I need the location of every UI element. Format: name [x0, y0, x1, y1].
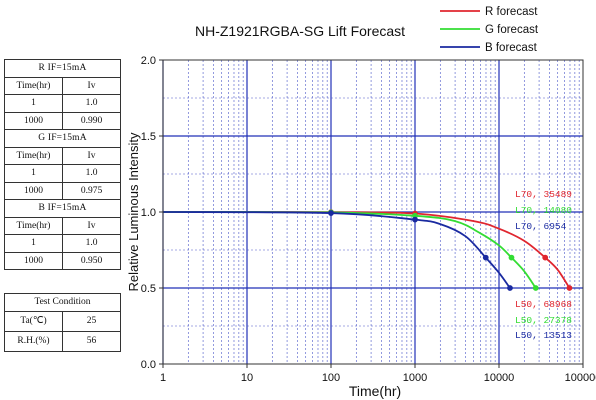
data-point	[566, 285, 573, 291]
table-cell: 1.0	[62, 94, 121, 113]
data-point	[532, 285, 539, 291]
g-data-table: G IF=15mA Time(hr) Iv 1 1.0 1000 0.975	[4, 129, 121, 200]
lifetime-annotation: L50, 27378	[515, 315, 572, 326]
data-point	[328, 210, 334, 216]
lifetime-annotation: L50, 68968	[515, 299, 572, 310]
legend-label: B forecast	[485, 42, 538, 54]
table-cell: 56	[62, 330, 121, 352]
y-tick-label: 0.0	[141, 359, 156, 371]
data-point	[542, 254, 549, 261]
data-point	[507, 285, 513, 291]
test-condition-table: Test Condition Ta(℃) 25 R.H.(%) 56	[4, 293, 121, 352]
legend-label: R forecast	[485, 6, 538, 18]
data-point	[508, 254, 515, 261]
legend-label: G forecast	[485, 24, 539, 36]
x-axis-label: Time(hr)	[349, 383, 401, 399]
x-tick-label: 10000	[484, 372, 515, 384]
lifetime-annotation: L50, 13513	[515, 330, 572, 341]
r-data-table: R IF=15mA Time(hr) Iv 1 1.0 1000 0.990	[4, 59, 121, 130]
x-tick-label: 10	[241, 372, 253, 384]
y-tick-label: 2.0	[141, 55, 156, 67]
lifetime-annotation: L70, 6954	[515, 221, 567, 232]
y-axis-label: Relative Luminous Intensity	[126, 132, 141, 291]
data-point	[412, 216, 418, 223]
table-cell: R.H.(%)	[4, 330, 63, 352]
lifetime-annotation: L70, 14080	[515, 205, 572, 216]
x-tick-label: 1000	[403, 372, 427, 384]
data-point	[482, 254, 489, 261]
y-tick-label: 1.5	[141, 131, 156, 143]
y-tick-label: 0.5	[141, 283, 156, 295]
legend: R forecast G forecast B forecast	[440, 6, 539, 54]
y-tick-label: 1.0	[141, 207, 156, 219]
series-line	[162, 211, 511, 289]
x-tick-label: 100	[322, 372, 340, 384]
chart-title: NH-Z1921RGBA-SG Lift Forecast	[195, 23, 405, 39]
b-data-table: B IF=15mA Time(hr) Iv 1 1.0 1000 0.950	[4, 199, 121, 270]
table-cell: 0.950	[62, 251, 121, 270]
lifetime-annotation: L70, 35489	[515, 189, 572, 200]
annotations: L70, 35489 L70, 14080 L70, 6954 L50, 68968 L…	[515, 189, 572, 341]
series-layer	[162, 209, 573, 291]
x-tick-label: 1	[160, 372, 166, 384]
